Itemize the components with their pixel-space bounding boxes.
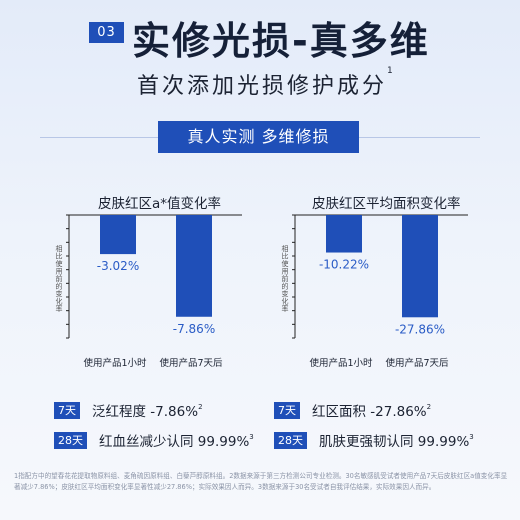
chart2-svg: -10.22% 使用产品1小时 -27.86% 使用产品7天后 [292, 214, 468, 369]
stat-row: 28天 红血丝减少认同 99.99% 3 [54, 430, 254, 450]
chart1-value-label-2: -7.86% [173, 322, 215, 336]
stat-tag: 28天 [274, 431, 307, 449]
stat-row: 28天 肌肤更强韧认同 99.99% 3 [274, 430, 474, 450]
chart1-bar-2 [176, 215, 212, 317]
chart2-ylabel: 相比使用前的变化率 [281, 245, 289, 313]
chart1-category-label-2: 使用产品7天后 [159, 357, 223, 369]
stat-row: 7天 泛红程度 -7.86% 2 [54, 400, 203, 420]
chart2-title: 皮肤红区平均面积变化率 [312, 196, 461, 212]
page-subtitle: 首次添加光损修护成分1 [137, 66, 393, 100]
chart1-ylabel: 相比使用前的变化率 [55, 245, 63, 313]
footnote: 1指配方中的望春花花提取物原料组、麦角硫因原料组、白藜芦醇原料组。2数据来源于第… [14, 472, 508, 491]
stat-ref: 3 [249, 433, 254, 441]
chart2-category-label-1: 使用产品1小时 [309, 357, 373, 369]
chart1-svg: -3.02% 使用产品1小时 -7.86% 使用产品7天后 [66, 214, 242, 369]
stat-ref: 2 [198, 403, 203, 411]
chart2-category-label-2: 使用产品7天后 [385, 357, 449, 369]
stat-text: 肌肤更强韧认同 99.99% [319, 434, 470, 450]
section-banner: 真人实测 多维修损 [158, 121, 359, 153]
stat-tag: 28天 [54, 431, 87, 449]
stat-text: 红区面积 -27.86% [312, 404, 427, 420]
chart2-bar-2 [402, 215, 438, 318]
chart2-value-label-1: -10.22% [319, 258, 369, 272]
stat-row: 7天 红区面积 -27.86% 2 [274, 400, 431, 420]
chart1-bar-1 [100, 215, 136, 255]
stat-text: 泛红程度 -7.86% [92, 404, 199, 420]
chart2-value-label-2: -27.86% [395, 322, 445, 336]
stat-tag: 7天 [274, 401, 300, 419]
stat-text: 红血丝减少认同 99.99% [99, 434, 250, 450]
section-badge: 03 [89, 22, 124, 43]
page-title: 实修光损-真多维 [132, 19, 430, 63]
stat-ref: 3 [469, 433, 474, 441]
stat-ref: 2 [426, 403, 432, 411]
chart1-title: 皮肤红区a*值变化率 [98, 196, 222, 212]
chart2-bar-1 [326, 215, 362, 253]
subtitle-text: 首次添加光损修护成分 [137, 74, 388, 99]
chart1-value-label-1: -3.02% [97, 259, 139, 273]
stat-tag: 7天 [54, 401, 80, 419]
chart1-category-label-1: 使用产品1小时 [83, 357, 147, 369]
subtitle-ref: 1 [387, 66, 393, 76]
